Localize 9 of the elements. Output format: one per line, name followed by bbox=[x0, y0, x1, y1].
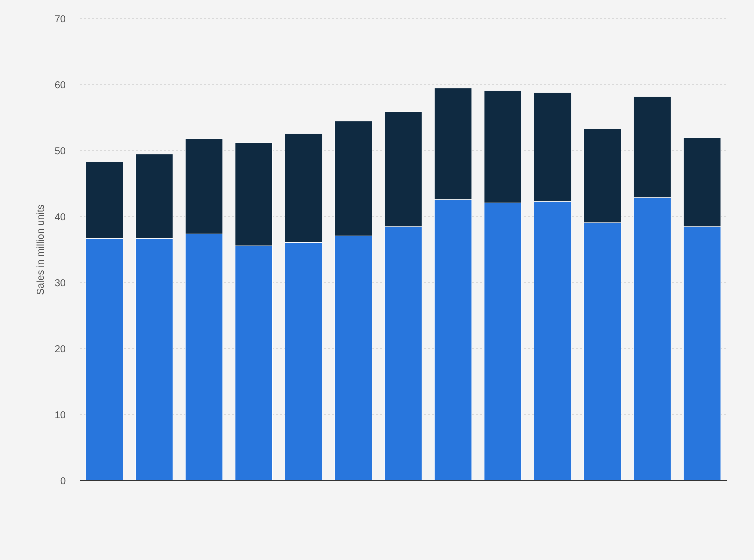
y-tick-label: 0 bbox=[60, 476, 66, 488]
y-tick-label: 50 bbox=[54, 146, 66, 158]
y-tick-label: 10 bbox=[54, 410, 66, 422]
y-tick-label: 60 bbox=[54, 80, 66, 92]
y-tick-label: 20 bbox=[54, 344, 66, 356]
y-axis-title: Sales in million units bbox=[36, 204, 47, 296]
y-tick-label: 30 bbox=[54, 278, 66, 290]
y-tick-label: 70 bbox=[54, 14, 66, 26]
y-tick-label: 40 bbox=[54, 212, 66, 224]
